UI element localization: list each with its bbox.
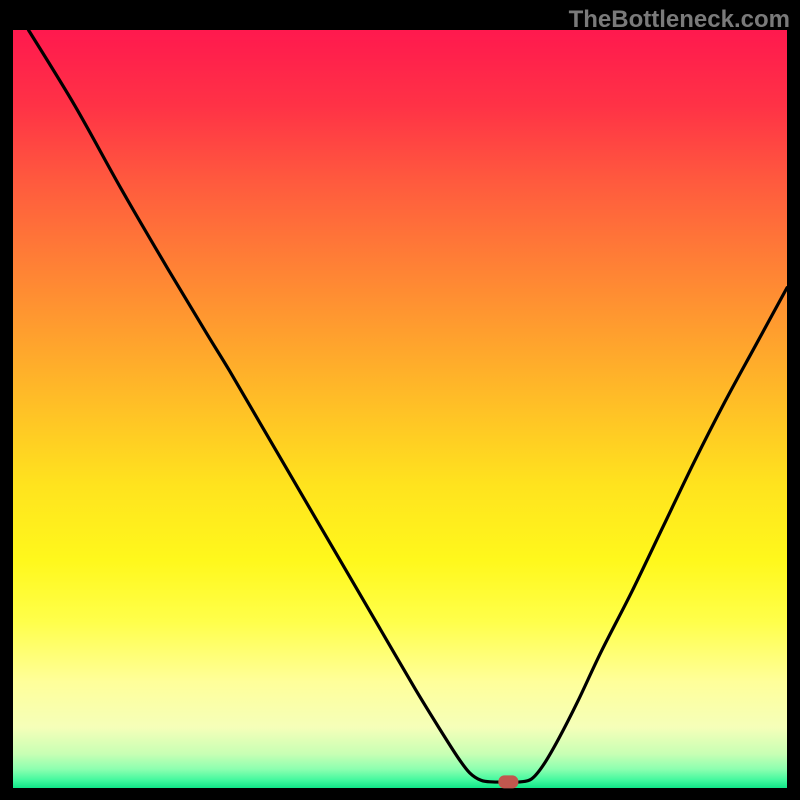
optimum-marker [13, 30, 787, 788]
plot-area [13, 30, 787, 788]
optimum-marker-shape [498, 775, 518, 788]
